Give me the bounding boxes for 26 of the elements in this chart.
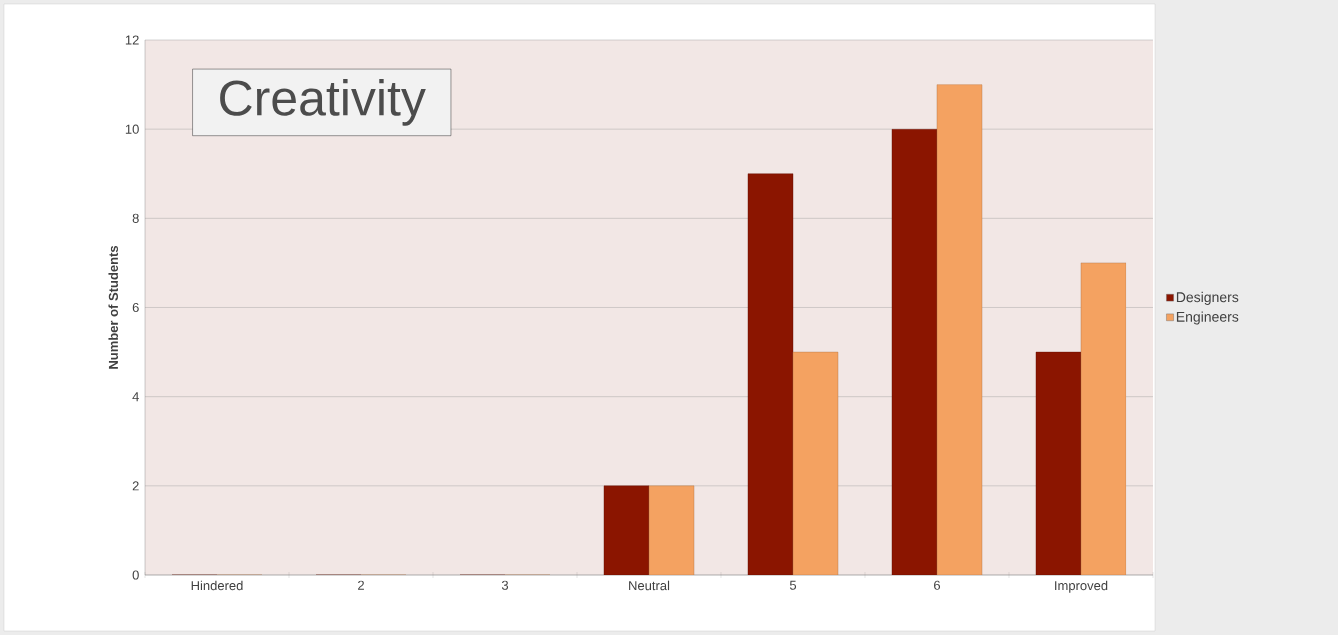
bar <box>603 485 650 575</box>
bar <box>1035 351 1082 575</box>
x-tick-label: 6 <box>934 580 941 590</box>
y-tick-label: 6 <box>132 302 139 313</box>
x-tick-label: 5 <box>789 580 797 590</box>
y-tick-label: 4 <box>132 392 139 402</box>
y-tick-label: 8 <box>132 213 139 223</box>
y-tick-label: 10 <box>125 124 139 134</box>
legend-label: Engineers <box>1176 311 1239 325</box>
bar <box>792 351 839 575</box>
y-tick-label: 2 <box>132 481 139 491</box>
x-tick-label: Improved <box>1055 580 1108 593</box>
bar <box>936 84 983 575</box>
text: Creativity <box>220 79 426 126</box>
y-tick-label: 0 <box>132 570 139 580</box>
bar <box>747 173 794 575</box>
y-tick-label: 12 <box>125 35 139 45</box>
bar <box>891 128 938 575</box>
x-tick-label: 2 <box>358 580 364 590</box>
bar <box>648 485 695 575</box>
bar <box>1080 262 1127 575</box>
x-tick-label: Neutral <box>629 580 670 591</box>
x-tick-label: 3 <box>501 580 509 590</box>
legend-label: Designers <box>1176 291 1239 305</box>
x-tick-label: Hindered <box>191 580 243 591</box>
y-axis-title: Number of Students <box>108 245 119 369</box>
